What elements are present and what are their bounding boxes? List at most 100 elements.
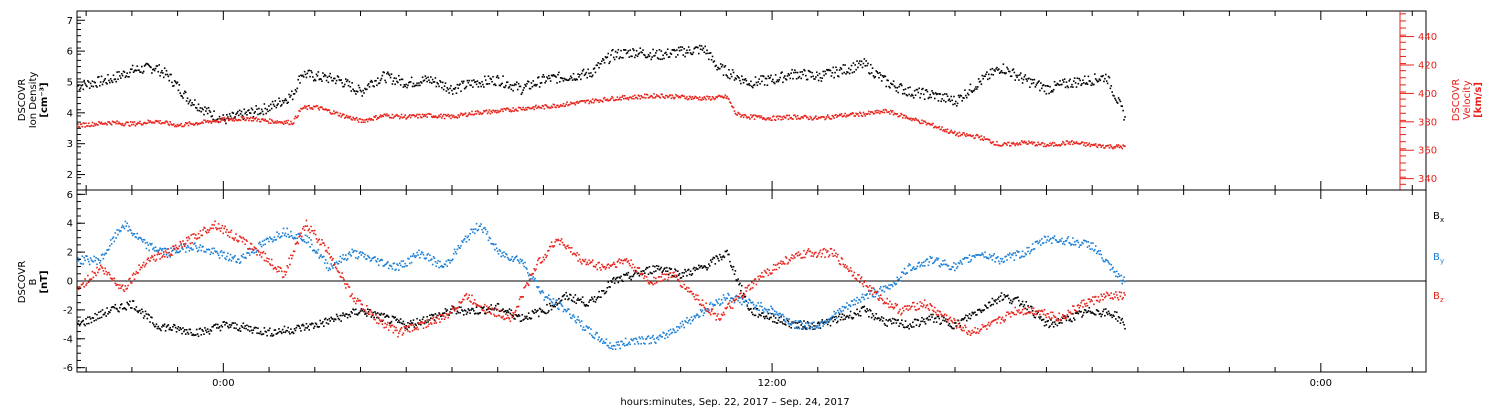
bx-point xyxy=(934,317,937,319)
velocity-point xyxy=(497,111,500,114)
by-point xyxy=(965,256,968,259)
velocity-point xyxy=(1048,145,1050,147)
by-point xyxy=(922,265,924,267)
density-point xyxy=(1124,116,1126,118)
by-point xyxy=(658,335,661,337)
velocity-point xyxy=(1069,143,1071,146)
density-point xyxy=(453,88,456,90)
bx-point xyxy=(864,309,867,312)
by-point xyxy=(562,310,565,313)
bz-point xyxy=(342,276,344,279)
bx-point xyxy=(85,317,87,320)
velocity-point xyxy=(911,119,913,122)
by-point xyxy=(302,239,305,241)
density-point xyxy=(343,85,345,88)
bx-point xyxy=(878,317,880,320)
bx-point xyxy=(384,316,386,318)
by-point xyxy=(929,255,931,258)
velocity-point xyxy=(1026,143,1028,145)
bx-point xyxy=(381,320,384,322)
density-point xyxy=(216,118,219,120)
bx-point xyxy=(730,264,732,267)
top-data-points xyxy=(77,44,1126,150)
bz-point xyxy=(218,227,221,230)
velocity-point xyxy=(917,119,920,122)
velocity-point xyxy=(96,123,98,126)
density-point xyxy=(1082,79,1084,82)
bx-point xyxy=(119,303,122,306)
bx-point xyxy=(455,312,458,315)
velocity-point xyxy=(198,123,201,125)
bx-point xyxy=(579,298,581,301)
bz-point xyxy=(184,245,186,248)
by-point xyxy=(142,238,145,241)
by-point xyxy=(354,249,356,252)
bx-point xyxy=(720,258,723,261)
bx-point xyxy=(486,308,489,311)
density-point xyxy=(964,89,966,91)
by-point xyxy=(380,258,383,261)
density-point xyxy=(612,48,614,51)
bz-point xyxy=(228,236,231,238)
by-point xyxy=(684,320,686,322)
velocity-point xyxy=(480,112,482,115)
bx-point xyxy=(911,326,913,328)
velocity-point xyxy=(868,110,870,113)
by-point xyxy=(219,251,222,254)
velocity-point xyxy=(906,117,909,119)
bx-point xyxy=(545,312,547,315)
by-point xyxy=(845,306,847,308)
density-point xyxy=(267,110,269,113)
bx-point xyxy=(389,322,392,324)
by-point xyxy=(766,311,769,313)
by-point xyxy=(620,340,622,343)
velocity-point xyxy=(1055,144,1058,146)
bz-point xyxy=(343,278,345,281)
bz-point xyxy=(158,253,160,256)
density-point xyxy=(440,81,442,83)
bx-point xyxy=(988,301,991,304)
density-point xyxy=(1051,89,1053,92)
bx-point xyxy=(770,316,772,319)
by-point xyxy=(575,321,578,324)
axis-label-line: Velocity xyxy=(1462,80,1473,119)
bx-point xyxy=(126,301,128,304)
density-point xyxy=(167,75,170,78)
by-point xyxy=(600,339,602,341)
density-point xyxy=(768,77,771,80)
velocity-point xyxy=(88,125,91,128)
velocity-point xyxy=(538,106,541,109)
velocity-point xyxy=(590,101,593,104)
by-point xyxy=(155,250,158,252)
velocity-point xyxy=(612,99,615,102)
bx-point xyxy=(737,278,739,280)
density-point xyxy=(406,86,408,89)
bx-point xyxy=(707,267,709,269)
density-point xyxy=(458,84,460,86)
density-point xyxy=(825,73,827,75)
velocity-point xyxy=(317,107,320,110)
by-point xyxy=(816,324,819,327)
bx-point xyxy=(1088,306,1091,309)
by-point xyxy=(238,262,241,265)
bx-point xyxy=(938,317,941,320)
density-point xyxy=(275,106,278,109)
density-point xyxy=(376,84,378,87)
density-point xyxy=(938,93,941,95)
density-point xyxy=(173,80,176,82)
by-point xyxy=(621,340,623,343)
density-point xyxy=(403,83,406,86)
density-point xyxy=(641,51,643,54)
bx-point xyxy=(915,324,918,326)
density-point xyxy=(829,69,832,72)
by-point xyxy=(716,300,718,303)
velocity-point xyxy=(851,112,854,114)
by-point xyxy=(427,252,429,255)
by-point xyxy=(469,232,471,235)
density-point xyxy=(743,79,746,81)
density-point xyxy=(1002,63,1005,66)
density-point xyxy=(807,69,810,72)
velocity-point xyxy=(98,120,100,123)
by-point xyxy=(896,276,899,279)
density-point xyxy=(258,107,260,110)
